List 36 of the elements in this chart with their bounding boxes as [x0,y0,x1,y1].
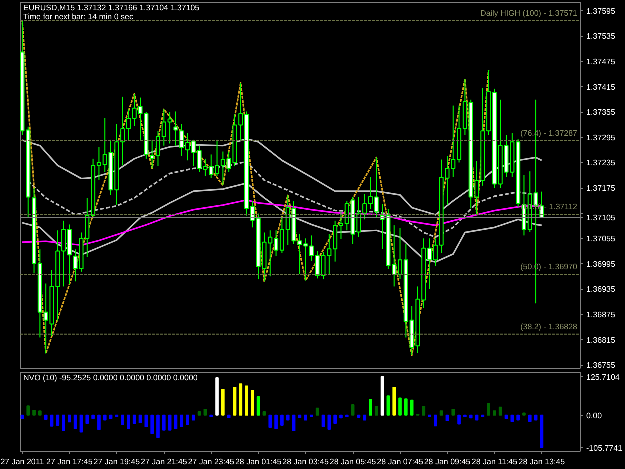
y-tick-label: 1.37295 [586,133,616,142]
y-tick-label: 1.37415 [586,82,616,92]
y-tick-label: 1.37475 [586,58,616,67]
x-tick-label: 27 Jan 19:45 [94,458,141,466]
y-tick-label: 1.37535 [586,32,616,42]
x-tick-label: 28 Jan 03:45 [282,458,330,466]
y-tick-label: 1.36875 [586,310,616,320]
x-tick-label: 28 Jan 13:45 [518,458,566,466]
x-tick-label: 28 Jan 07:45 [377,458,424,466]
y-tick-label: 125.7104 [586,372,620,382]
y-tick-label: 1.36815 [586,336,616,345]
x-tick-label: 28 Jan 01:45 [235,458,282,466]
x-tick-label: 28 Jan 05:45 [330,458,377,466]
x-tick-label: 28 Jan 11:45 [472,458,518,466]
x-tick-label: 28 Jan 09:45 [424,458,472,466]
x-tick-label: 27 Jan 23:45 [188,458,236,466]
y-tick-label: 0.00 [586,411,603,420]
y-tick-label: 1.37355 [586,108,616,118]
y-tick-label: 1.37595 [586,6,616,16]
y-tick-label: 1.37235 [586,158,616,168]
annotation: Daily HIGH (100) - 1.37571 [480,9,578,18]
annotation: (61.8) - 1.37112 [521,202,578,212]
y-tick-label: 1.36935 [586,285,616,294]
y-tick-label: 1.36755 [586,361,616,370]
x-tick-label: 27 Jan 2011 [0,458,45,466]
y-tick-label: -105.7741 [586,444,624,453]
y-tick-label: 1.37175 [586,184,616,194]
chart-title: NVO (10) -95.2525 0.0000 0.0000 0.0000 0.0000 [24,374,198,382]
x-tick-label: 27 Jan 21:45 [141,458,188,466]
chart-title: EURUSD,M15 1.37132 1.37166 1.37104 1.37105 [24,4,200,12]
y-tick-label: 1.37055 [586,234,616,244]
y-tick-label: 1.36995 [586,260,616,269]
ref-line-label: 1.37105 [586,214,616,223]
x-tick-label: 27 Jan 17:45 [46,458,94,466]
annotation: (38.2) - 1.36828 [520,322,578,332]
text: Time for next bar: 14 min 0 sec [24,12,134,22]
